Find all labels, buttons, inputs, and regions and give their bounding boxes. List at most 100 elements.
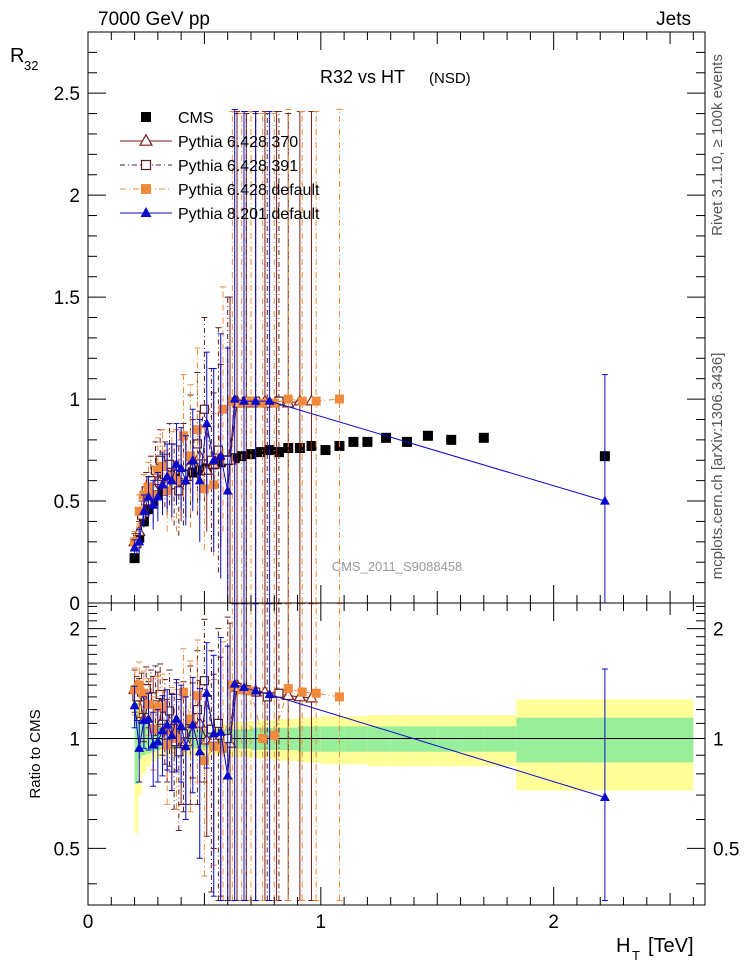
header-energy-label: 7000 GeV pp bbox=[98, 9, 210, 30]
data-point bbox=[134, 536, 145, 546]
data-point bbox=[187, 719, 198, 729]
data-point bbox=[134, 680, 144, 690]
data-point bbox=[229, 393, 240, 403]
main-y-label-sub: 32 bbox=[24, 58, 38, 73]
rivet-version-label: Rivet 3.1.10, ≥ 100k events bbox=[709, 54, 726, 236]
data-point bbox=[157, 725, 168, 735]
data-point bbox=[281, 688, 295, 701]
inner-band-segment bbox=[413, 726, 438, 752]
data-point bbox=[148, 739, 159, 749]
main-ytick-label: 2.5 bbox=[54, 84, 80, 105]
series-cms bbox=[129, 430, 610, 564]
data-point bbox=[264, 395, 275, 405]
xtick-label: 2 bbox=[548, 912, 559, 933]
data-point bbox=[239, 682, 249, 692]
data-point bbox=[129, 700, 140, 710]
data-point bbox=[255, 447, 266, 458]
data-point bbox=[215, 726, 226, 736]
legend-marker bbox=[138, 133, 154, 146]
ratio-ytick-label-right: 1 bbox=[713, 730, 724, 751]
ratio-axes: 0.5 0.5 1 1 2 2 0 1 2 bbox=[54, 603, 739, 933]
legend-marker bbox=[140, 159, 152, 171]
data-point bbox=[180, 475, 191, 485]
main-ytick-label: 2 bbox=[69, 186, 80, 207]
legend-entry: Pythia 6.428 391 bbox=[120, 158, 298, 175]
data-point bbox=[381, 432, 392, 443]
data-point bbox=[269, 730, 279, 740]
data-point bbox=[176, 463, 187, 473]
data-point bbox=[599, 495, 610, 505]
data-point bbox=[185, 714, 195, 724]
data-point bbox=[199, 404, 210, 414]
xtick-label: 0 bbox=[83, 912, 94, 933]
data-point bbox=[192, 425, 202, 435]
ratio-ytick-label: 2 bbox=[69, 620, 80, 641]
ratio-ytick-label-right: 2 bbox=[713, 620, 724, 641]
ratio-ytick-label-right: 0.5 bbox=[713, 839, 739, 860]
data-point bbox=[171, 713, 182, 723]
data-point bbox=[239, 395, 249, 405]
data-point bbox=[148, 499, 159, 509]
main-ytick-label: 0.5 bbox=[54, 492, 80, 513]
data-point bbox=[229, 678, 240, 688]
data-point bbox=[311, 688, 321, 698]
inner-band-segment bbox=[460, 726, 484, 752]
legend-entry: Pythia 6.428 default bbox=[120, 182, 320, 199]
data-point bbox=[218, 404, 228, 414]
data-point bbox=[269, 398, 279, 408]
data-point bbox=[422, 430, 433, 441]
data-point bbox=[129, 553, 140, 564]
ratio-ytick-label: 1 bbox=[69, 730, 80, 751]
data-point bbox=[199, 756, 209, 766]
legend-label: Pythia 6.428 391 bbox=[178, 158, 298, 175]
legend-marker bbox=[141, 184, 151, 194]
series-pythia-8-201-default bbox=[129, 108, 610, 603]
main-ytick-label: 0 bbox=[69, 594, 80, 615]
data-point bbox=[143, 491, 154, 501]
data-point bbox=[599, 791, 610, 801]
main-ytick-label: 1.5 bbox=[54, 288, 80, 309]
data-point bbox=[166, 475, 177, 485]
mcplots-reference-label: mcplots.cern.ch [arXiv:1306.3436] bbox=[709, 353, 726, 580]
data-point bbox=[320, 445, 331, 456]
data-point bbox=[129, 542, 140, 552]
data-point bbox=[162, 471, 173, 481]
legend-label: Pythia 6.428 370 bbox=[178, 134, 298, 151]
data-point bbox=[199, 484, 209, 494]
inner-band-segment bbox=[320, 726, 345, 752]
legend-entry: Pythia 6.428 370 bbox=[120, 133, 298, 151]
legend-entry: CMS bbox=[141, 110, 214, 127]
data-point bbox=[201, 687, 212, 697]
data-point bbox=[208, 454, 219, 464]
data-point bbox=[134, 506, 144, 516]
data-point bbox=[153, 465, 163, 475]
main-axes: 0 0.5 1 1.5 2 2.5 bbox=[54, 32, 705, 615]
data-point bbox=[176, 720, 187, 730]
data-point bbox=[180, 741, 191, 751]
data-point bbox=[250, 685, 261, 695]
data-point bbox=[222, 485, 233, 495]
data-point bbox=[171, 458, 182, 468]
data-point bbox=[194, 475, 205, 485]
data-point bbox=[348, 436, 359, 447]
data-point bbox=[273, 447, 284, 458]
chart-title: R32 vs HT bbox=[320, 67, 405, 87]
data-point bbox=[134, 742, 145, 752]
data-point bbox=[311, 396, 321, 406]
inner-band-segment bbox=[367, 726, 391, 752]
data-point bbox=[194, 746, 205, 756]
inner-band-segment bbox=[138, 720, 142, 759]
data-point bbox=[139, 688, 149, 698]
inner-band-segment bbox=[483, 726, 517, 752]
data-point bbox=[334, 692, 344, 702]
data-point bbox=[264, 689, 275, 699]
ratio-ytick-label: 0.5 bbox=[54, 839, 80, 860]
data-point bbox=[215, 450, 226, 460]
x-label-sub: T bbox=[632, 948, 640, 963]
data-point bbox=[157, 479, 168, 489]
header-jets-label: Jets bbox=[656, 9, 691, 30]
ratio-series-pythia-8-201-default bbox=[129, 603, 610, 902]
data-point bbox=[297, 687, 307, 697]
data-point bbox=[143, 713, 154, 723]
data-point bbox=[174, 486, 184, 496]
